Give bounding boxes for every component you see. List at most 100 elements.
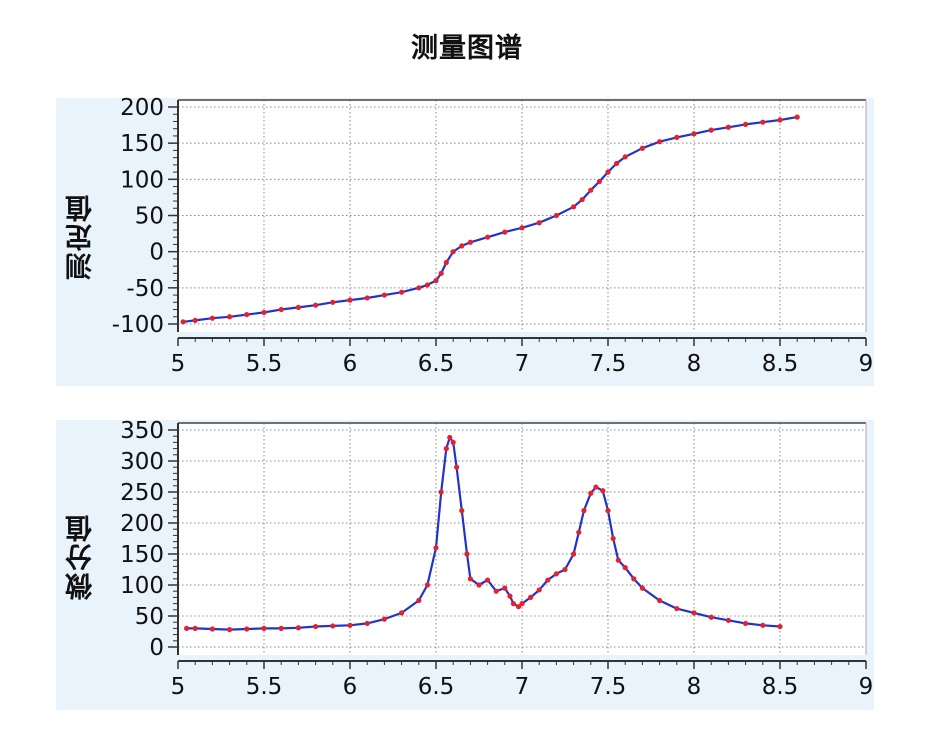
bottom-data-point xyxy=(467,576,473,582)
bottom-data-point xyxy=(743,620,749,627)
top-data-point xyxy=(438,270,444,276)
bottom-y-tick-label: 250 xyxy=(120,480,164,506)
top-x-tick-label: 5.5 xyxy=(246,351,283,377)
top-data-point xyxy=(691,131,697,137)
bottom-data-point xyxy=(691,610,697,616)
bottom-data-point xyxy=(519,601,525,607)
top-data-point xyxy=(794,114,800,120)
top-data-point xyxy=(657,139,663,145)
bottom-data-point xyxy=(639,585,646,591)
bottom-data-point xyxy=(192,625,198,632)
bottom-data-point xyxy=(610,535,616,542)
bottom-data-point xyxy=(416,597,422,604)
bottom-data-point xyxy=(615,557,621,563)
top-x-tick-label: 6 xyxy=(343,351,358,377)
bottom-data-point xyxy=(588,490,594,496)
top-data-point xyxy=(459,243,465,249)
bottom-data-point xyxy=(330,623,336,629)
bottom-data-point xyxy=(464,551,470,557)
bottom-data-point xyxy=(476,582,482,588)
bottom-data-point xyxy=(528,594,534,601)
bottom-data-point xyxy=(184,625,190,632)
bottom-data-point xyxy=(261,625,267,632)
top-data-point xyxy=(227,314,233,320)
top-data-point xyxy=(364,295,370,301)
top-data-point xyxy=(433,278,439,284)
top-data-point xyxy=(381,292,387,298)
chart-title: 测量图谱 xyxy=(411,33,523,64)
top-y-tick-label: 50 xyxy=(135,204,164,230)
bottom-data-point xyxy=(502,585,508,591)
bottom-y-tick-label: 300 xyxy=(120,449,164,475)
top-data-point xyxy=(295,304,301,310)
top-x-tick-label: 5 xyxy=(171,351,186,377)
bottom-y-tick-label: 350 xyxy=(120,418,164,444)
top-data-point xyxy=(777,117,783,123)
bottom-data-point xyxy=(760,622,766,628)
bottom-data-point xyxy=(571,551,577,557)
top-data-point xyxy=(467,239,473,245)
bottom-data-point xyxy=(600,488,606,494)
top-data-point xyxy=(622,154,628,160)
bottom-data-point xyxy=(581,508,587,514)
bottom-data-point xyxy=(515,604,522,610)
bottom-data-point xyxy=(438,489,444,495)
bottom-data-point xyxy=(454,464,460,470)
bottom-x-tick-label: 5 xyxy=(171,674,186,700)
bottom-data-point xyxy=(593,484,599,490)
bottom-x-tick-label: 8.5 xyxy=(762,674,799,700)
bottom-x-tick-label: 8 xyxy=(687,674,702,700)
bottom-series-line xyxy=(186,436,781,631)
bottom-data-point xyxy=(244,626,250,632)
top-data-point xyxy=(588,187,594,193)
bottom-y-tick-label: 200 xyxy=(120,511,164,537)
top-data-point xyxy=(605,169,611,175)
bottom-data-point xyxy=(562,566,568,573)
bottom-data-point xyxy=(278,625,284,632)
bottom-x-tick-label: 5.5 xyxy=(246,674,283,700)
top-series-line xyxy=(183,116,798,323)
bottom-data-point xyxy=(433,545,439,551)
top-y-tick-label: 100 xyxy=(120,167,164,193)
top-x-tick-label: 8.5 xyxy=(762,351,799,377)
top-data-point xyxy=(639,145,646,151)
bottom-data-point xyxy=(553,571,560,577)
bottom-data-point xyxy=(399,610,405,616)
top-data-point xyxy=(536,220,542,226)
top-data-point xyxy=(725,124,732,130)
top-data-point xyxy=(278,306,284,313)
bottom-data-point xyxy=(631,576,637,582)
bottom-data-point xyxy=(450,439,456,445)
bottom-data-point xyxy=(485,577,491,583)
top-data-point xyxy=(519,225,525,231)
top-data-point xyxy=(485,234,491,240)
bottom-data-point xyxy=(536,587,542,593)
bottom-data-point xyxy=(510,601,516,607)
top-data-point xyxy=(708,127,714,133)
top-data-point xyxy=(614,160,620,167)
bottom-data-point xyxy=(443,446,449,452)
bottom-y-tick-label: 50 xyxy=(135,604,164,630)
top-data-point xyxy=(192,317,198,323)
bottom-data-point xyxy=(545,577,551,583)
top-data-point xyxy=(330,299,336,305)
bottom-y-tick-label: 0 xyxy=(149,635,164,661)
top-data-point xyxy=(424,282,430,288)
top-x-tick-label: 9 xyxy=(859,351,874,377)
top-x-tick-label: 8 xyxy=(687,351,702,377)
top-data-point xyxy=(347,297,353,303)
top-data-point xyxy=(244,311,250,318)
top-x-tick-label: 6.5 xyxy=(418,351,455,377)
top-data-point xyxy=(450,249,456,255)
top-y-tick-label: 200 xyxy=(120,95,164,121)
top-data-point xyxy=(443,259,449,266)
top-data-point xyxy=(180,319,186,325)
bottom-data-point xyxy=(424,582,430,588)
bottom-data-point xyxy=(295,625,301,631)
bottom-data-point xyxy=(227,627,233,633)
top-data-point xyxy=(760,119,766,125)
bottom-y-tick-label: 150 xyxy=(120,542,164,568)
top-data-point xyxy=(674,134,680,140)
bottom-data-point xyxy=(381,616,387,622)
bottom-data-point xyxy=(708,614,714,620)
